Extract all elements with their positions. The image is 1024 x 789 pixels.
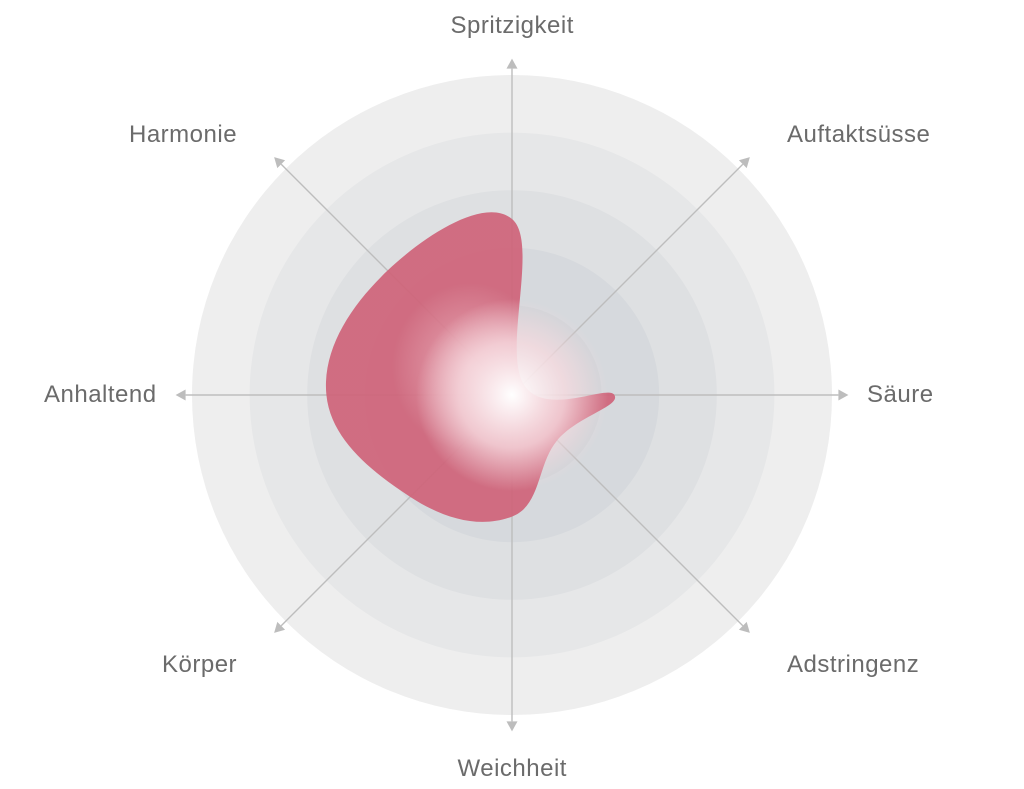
axis-arrowhead bbox=[838, 390, 848, 401]
axis-label: Anhaltend bbox=[44, 381, 157, 409]
axis-label: Säure bbox=[867, 381, 934, 409]
axis-label: Auftaktsüsse bbox=[787, 121, 930, 149]
axis-label: Harmonie bbox=[129, 121, 237, 149]
radar-chart: Spritzigkeit Auftaktsüsse Säure Adstringenz… bbox=[0, 0, 1024, 789]
axis-label: Adstringenz bbox=[787, 651, 919, 679]
center-glow bbox=[416, 299, 608, 491]
axis-arrowhead bbox=[176, 390, 186, 401]
axis-label: Körper bbox=[162, 651, 237, 679]
axis-label: Spritzigkeit bbox=[451, 12, 574, 40]
axis-label: Weichheit bbox=[458, 755, 567, 783]
axis-arrowhead bbox=[507, 59, 518, 69]
axis-arrowhead bbox=[507, 721, 518, 731]
